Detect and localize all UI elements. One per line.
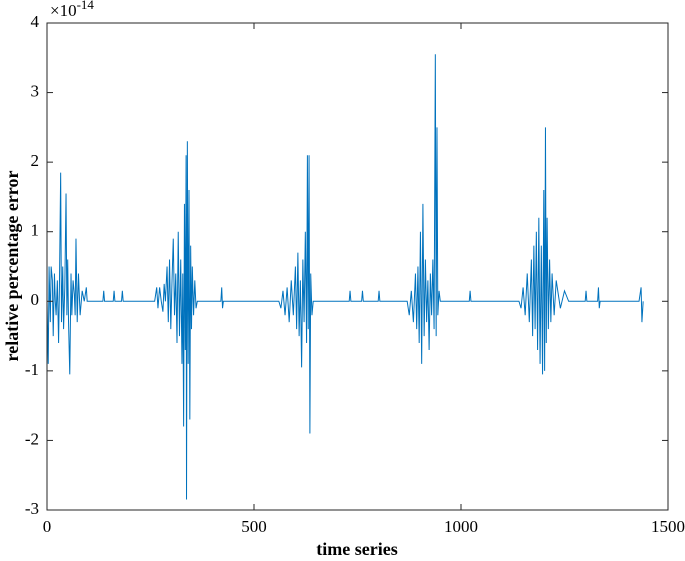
x-tick-label: 0 <box>43 517 52 536</box>
x-axis-label: time series <box>316 539 397 559</box>
y-multiplier-base: ×10 <box>50 1 77 20</box>
x-tick-label: 1000 <box>444 517 478 536</box>
x-tick-label: 1500 <box>651 517 685 536</box>
x-tick-label: 500 <box>241 517 267 536</box>
y-tick-label: -2 <box>25 429 39 448</box>
y-tick-label: 3 <box>31 81 40 100</box>
y-tick-label: 0 <box>31 290 40 309</box>
y-axis-label: relative percentage error <box>2 171 22 362</box>
y-multiplier-exponent: -14 <box>77 0 95 12</box>
y-multiplier: ×10-14 <box>50 0 94 20</box>
y-tick-label: -3 <box>25 499 39 518</box>
y-tick-label: 2 <box>31 151 40 170</box>
y-tick-label: -1 <box>25 360 39 379</box>
data-line <box>46 54 644 500</box>
y-tick-label: 4 <box>31 12 40 31</box>
y-tick-label: 1 <box>31 221 40 240</box>
plot-box <box>46 22 669 511</box>
